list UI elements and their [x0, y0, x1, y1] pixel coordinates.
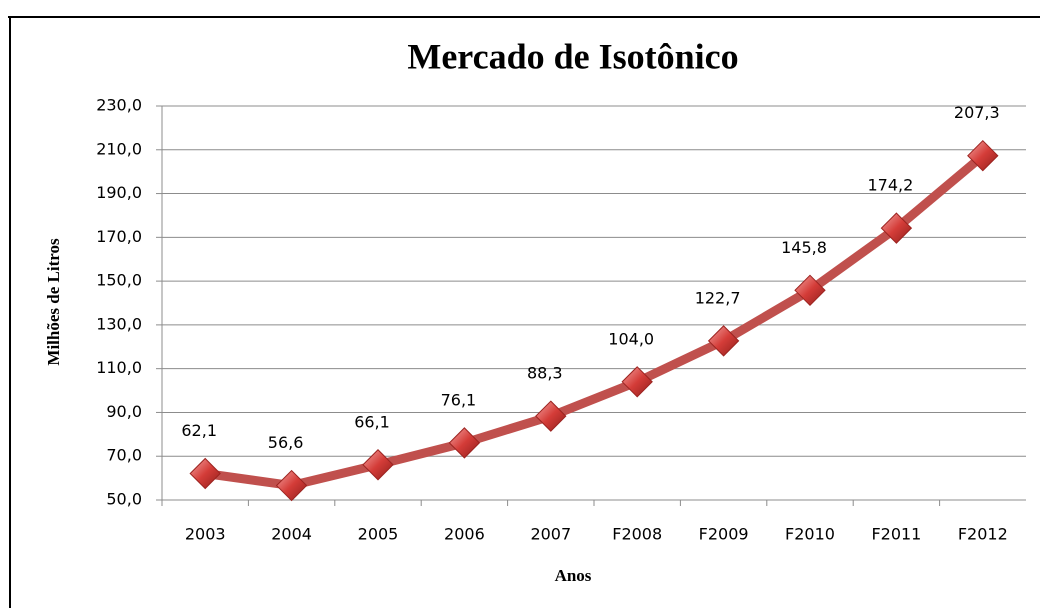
y-tick-label: 150,0: [96, 271, 142, 290]
x-tick-label: F2012: [958, 525, 1008, 544]
x-tick-label: F2008: [612, 525, 662, 544]
data-label: 174,2: [867, 176, 913, 195]
data-label: 104,0: [608, 329, 654, 348]
marker: [535, 400, 567, 432]
x-axis-label: Anos: [555, 566, 592, 585]
marker: [189, 457, 221, 490]
y-tick-label: 170,0: [96, 227, 142, 246]
marker: [448, 427, 481, 459]
y-tick-label: 90,0: [106, 402, 142, 421]
y-tick-label: 230,0: [96, 96, 142, 115]
y-axis-label: Milhões de Litros: [44, 238, 63, 366]
y-tick-label: 130,0: [96, 314, 142, 333]
data-label: 145,8: [781, 238, 827, 257]
line: [200, 151, 988, 491]
y-tick-label: 70,0: [106, 446, 142, 465]
data-label: 62,1: [181, 421, 217, 440]
data-label: 88,3: [527, 364, 563, 383]
chart-title: Mercado de Isotônico: [407, 36, 738, 76]
y-tick-label: 110,0: [96, 358, 142, 377]
marker: [967, 139, 999, 172]
marker: [794, 274, 826, 307]
data-label: 66,1: [354, 412, 390, 431]
x-tick-label: 2005: [358, 525, 399, 544]
x-tick-label: F2009: [699, 525, 749, 544]
data-label: 76,1: [441, 390, 477, 409]
x-tick-label: F2010: [785, 525, 835, 544]
marker: [707, 325, 740, 357]
marker: [362, 449, 394, 481]
x-tick-label: 2006: [444, 525, 485, 544]
marker: [275, 469, 308, 502]
y-tick-label: 50,0: [106, 490, 142, 509]
marker: [880, 212, 913, 244]
x-tick-label: 2007: [530, 525, 571, 544]
x-tick-label: 2003: [185, 525, 226, 544]
marker: [621, 366, 653, 398]
data-label: 122,7: [695, 288, 741, 307]
x-tick-label: F2011: [871, 525, 921, 544]
data-label: 207,3: [954, 103, 1000, 122]
y-tick-label: 210,0: [96, 139, 142, 158]
data-label: 56,6: [268, 433, 304, 452]
x-tick-label: 2004: [271, 525, 312, 544]
y-tick-label: 190,0: [96, 183, 142, 202]
